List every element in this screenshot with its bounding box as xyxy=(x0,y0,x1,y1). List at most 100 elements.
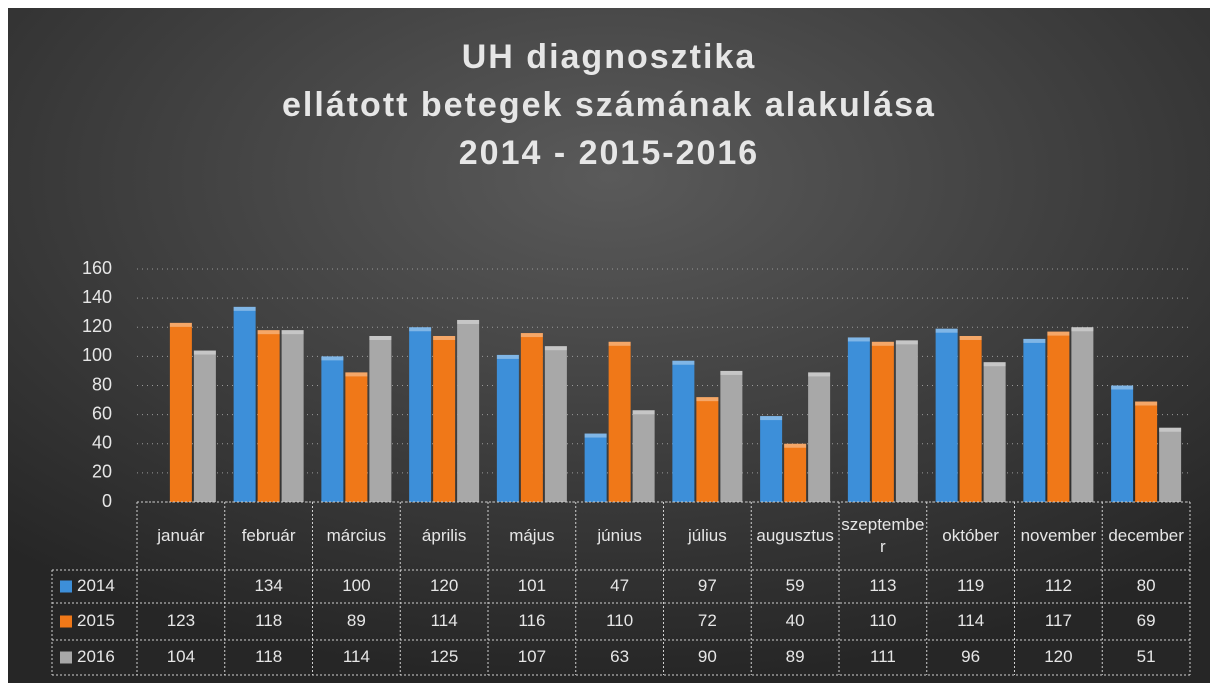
bar xyxy=(584,433,607,502)
bar-highlight xyxy=(1159,427,1182,432)
bar xyxy=(1135,401,1158,502)
bar-highlight xyxy=(935,328,958,333)
x-tick-label: április xyxy=(421,526,467,545)
bar xyxy=(1111,385,1134,502)
y-tick-label: 20 xyxy=(92,462,112,482)
bar xyxy=(281,330,304,502)
data-label: 40 xyxy=(786,611,805,630)
data-label: 69 xyxy=(1137,611,1156,630)
bar-highlight xyxy=(257,330,280,335)
x-tick-label-box: augusztus xyxy=(756,526,834,545)
bar xyxy=(696,397,719,502)
x-tick-label: november xyxy=(1020,526,1097,545)
bar xyxy=(520,333,543,502)
x-tick-label-box: január xyxy=(157,526,204,545)
bar-highlight xyxy=(808,372,831,377)
data-label: 51 xyxy=(1137,647,1156,666)
y-tick-label: 0 xyxy=(102,491,112,511)
bar-highlight xyxy=(193,350,216,355)
data-label: 90 xyxy=(698,647,717,666)
x-tick-label-box: július xyxy=(688,526,727,545)
legend-key xyxy=(60,580,72,593)
data-label: 112 xyxy=(1045,576,1072,595)
bar-highlight xyxy=(457,319,480,324)
data-label: 123 xyxy=(167,611,195,630)
bar xyxy=(895,340,918,502)
bar xyxy=(959,335,982,502)
data-label: 59 xyxy=(786,576,805,595)
data-label: 110 xyxy=(606,611,633,630)
chart-title: UH diagnosztika xyxy=(462,38,756,76)
bar-highlight xyxy=(1047,331,1070,336)
data-label: 118 xyxy=(255,611,282,630)
data-label: 47 xyxy=(610,576,629,595)
bar-highlight xyxy=(433,335,456,340)
bar xyxy=(1159,427,1182,502)
bar xyxy=(457,319,480,502)
legend-label: 2014 xyxy=(77,576,115,595)
bar xyxy=(808,372,831,502)
x-tick-label: május xyxy=(509,526,555,545)
bar-highlight xyxy=(1135,401,1158,406)
bar xyxy=(935,328,958,502)
x-tick-label-box: szeptember xyxy=(841,515,925,556)
x-tick-label: szeptember xyxy=(841,515,925,556)
bar-highlight xyxy=(496,354,519,359)
data-label: 114 xyxy=(343,647,370,666)
data-label: 97 xyxy=(698,576,717,595)
x-tick-label-box: május xyxy=(509,526,555,545)
bar-highlight xyxy=(696,397,719,402)
legend-key xyxy=(60,615,72,628)
bar-highlight xyxy=(1111,385,1134,390)
bar-highlight xyxy=(672,360,695,365)
bar xyxy=(1047,331,1070,502)
bar xyxy=(608,341,631,502)
data-label: 89 xyxy=(347,611,366,630)
bar-highlight xyxy=(544,346,567,351)
y-tick-label: 160 xyxy=(82,258,112,278)
bar-highlight xyxy=(409,327,432,332)
data-label: 96 xyxy=(961,647,980,666)
bar-highlight xyxy=(169,322,192,327)
bar xyxy=(760,416,783,502)
bar xyxy=(632,410,655,502)
data-label: 120 xyxy=(430,576,458,595)
bar xyxy=(345,372,368,502)
x-tick-label-box: december xyxy=(1108,526,1184,545)
x-tick-label: június xyxy=(597,526,642,545)
x-tick-label: július xyxy=(688,526,727,545)
x-tick-label: március xyxy=(326,526,387,545)
x-tick-label-box: június xyxy=(597,526,642,545)
bar xyxy=(847,337,870,502)
bar-highlight xyxy=(895,340,918,345)
bar xyxy=(233,306,256,502)
bar xyxy=(720,370,743,502)
bar-highlight xyxy=(369,335,392,340)
data-label: 120 xyxy=(1044,647,1072,666)
bar xyxy=(369,335,392,502)
bar-highlight xyxy=(584,433,607,438)
x-tick-label-box: március xyxy=(326,526,387,545)
data-label: 101 xyxy=(518,576,546,595)
bar xyxy=(1071,327,1094,502)
data-label: 117 xyxy=(1045,611,1072,630)
x-tick-label: február xyxy=(241,526,296,545)
bar-highlight xyxy=(321,356,344,361)
bar-highlight xyxy=(959,335,982,340)
x-tick-label: augusztus xyxy=(756,526,834,545)
y-tick-label: 100 xyxy=(82,345,112,365)
bar xyxy=(983,362,1006,502)
y-tick-label: 40 xyxy=(92,433,112,453)
bar xyxy=(169,322,192,502)
data-label: 119 xyxy=(957,576,984,595)
data-label: 113 xyxy=(869,576,896,595)
bar-highlight xyxy=(632,410,655,415)
bar xyxy=(257,330,280,502)
bar-highlight xyxy=(847,337,870,342)
data-label: 72 xyxy=(698,611,717,630)
legend-key xyxy=(60,651,72,664)
legend-label: 2016 xyxy=(77,647,115,666)
y-tick-label: 140 xyxy=(82,287,112,307)
bar-highlight xyxy=(760,416,783,421)
y-tick-label: 80 xyxy=(92,374,112,394)
